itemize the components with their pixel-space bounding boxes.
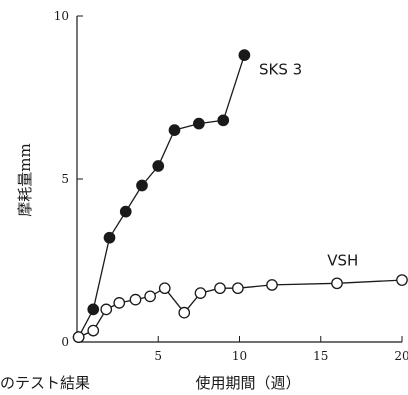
x-tick-label: 15 — [313, 349, 328, 363]
x-tick-label: 20 — [394, 349, 408, 363]
open-circle-marker — [194, 287, 207, 299]
series-0: SKS 3 — [72, 49, 302, 343]
figure-caption-fragment: のテスト結果 — [0, 374, 90, 392]
filled-circle-marker — [238, 49, 251, 61]
open-circle-marker — [87, 324, 100, 337]
open-circle-marker — [396, 274, 408, 286]
open-circle-marker — [266, 279, 278, 291]
x-axis-title: 使用期間（週） — [195, 374, 300, 392]
x-tick-label: 5 — [154, 349, 162, 363]
filled-circle-marker — [217, 114, 230, 127]
open-circle-marker — [232, 282, 244, 295]
filled-circle-marker — [152, 160, 165, 172]
open-circle-marker — [158, 282, 171, 295]
open-circle-marker — [129, 293, 142, 306]
filled-circle-marker — [119, 205, 132, 218]
x-tick-label: 10 — [232, 349, 247, 363]
open-circle-marker — [214, 282, 226, 295]
filled-circle-marker — [103, 231, 116, 244]
open-circle-marker — [144, 290, 156, 303]
open-circle-marker — [331, 277, 343, 290]
x-ticks: 5 10 15 20 — [76, 336, 408, 363]
open-circle-marker — [113, 297, 126, 309]
y-tick-label: 5 — [61, 172, 69, 186]
y-tick-label: 10 — [54, 9, 69, 23]
filled-circle-marker — [87, 303, 100, 316]
series-line — [78, 54, 246, 338]
filled-circle-marker — [193, 117, 205, 130]
y-ticks: 0 5 10 — [54, 9, 83, 349]
filled-circle-marker — [136, 179, 148, 192]
series-label: VSH — [327, 251, 358, 269]
y-axis-title: 摩耗量mm — [16, 143, 34, 216]
series-label: SKS 3 — [259, 61, 302, 79]
open-circle-marker — [178, 306, 191, 319]
filled-circle-marker — [168, 124, 181, 136]
open-circle-marker — [72, 331, 85, 343]
series-1: VSH — [72, 251, 408, 343]
y-tick-label: 0 — [61, 335, 69, 349]
series-layer: SKS 3 VSH — [72, 49, 408, 343]
open-circle-marker — [100, 303, 113, 316]
